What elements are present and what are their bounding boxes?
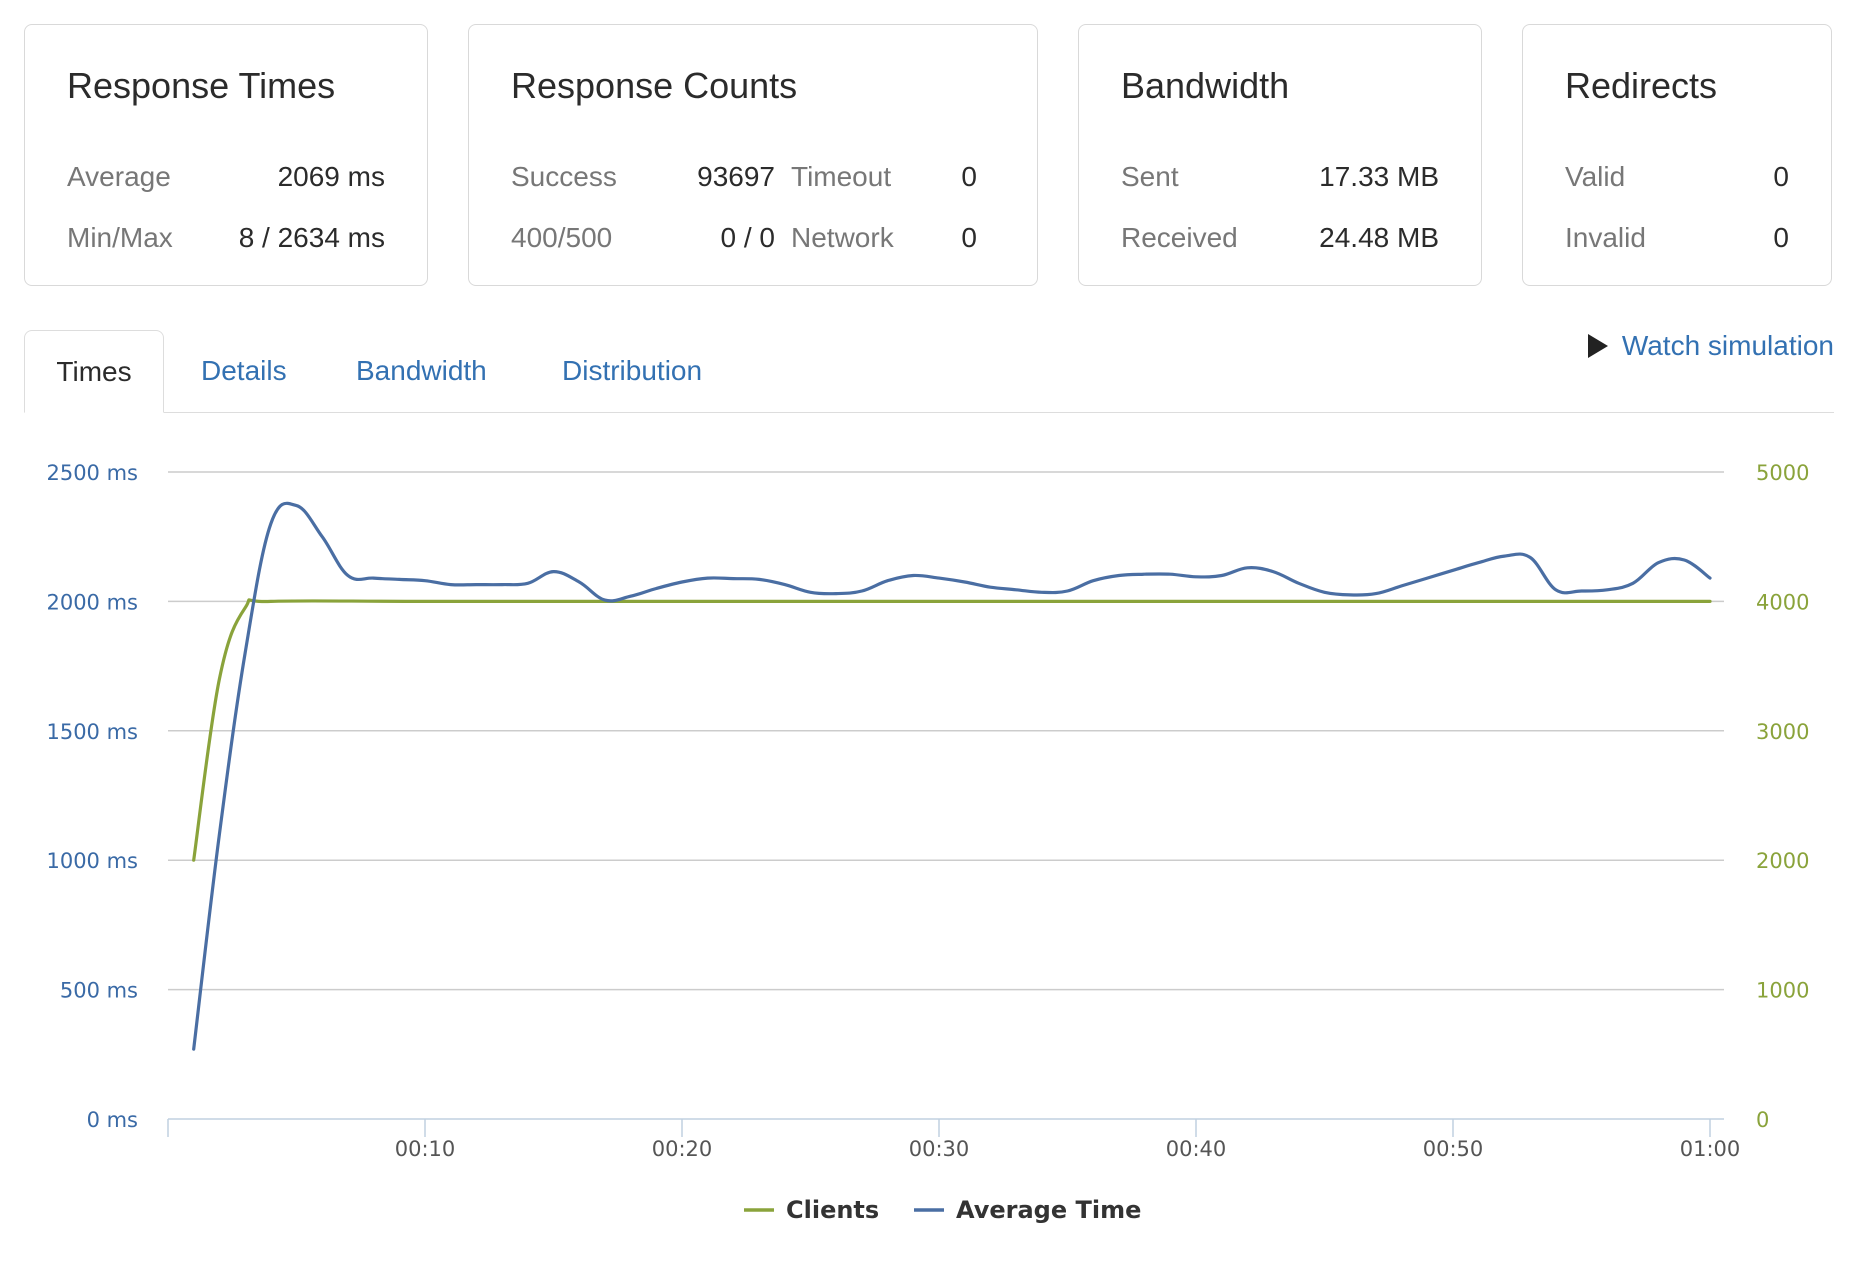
tab-details[interactable]: Details [201,355,287,386]
x-tick-label: 00:20 [652,1137,713,1161]
chart-series [192,501,1712,1051]
y-right-tick-label: 0 [1756,1108,1769,1132]
x-tick-label: 00:40 [1166,1137,1227,1161]
response-times-card: Response Times Average 2069 ms Min/Max 8… [24,24,428,286]
chart-gridlines [168,471,1724,991]
y-right-tick-label: 5000 [1756,461,1809,485]
bandwidth-card: Bandwidth Sent 17.33 MB Received 24.48 M… [1078,24,1482,286]
timeout-label: Timeout [791,161,892,192]
invalid-label: Invalid [1565,222,1646,253]
y-left-tick-label: 1500 ms [46,720,138,744]
chart-legend: Clients Average Time [744,1196,1141,1224]
x-tick-label: 00:30 [909,1137,970,1161]
y-right-tick-label: 2000 [1756,849,1809,873]
invalid-value: 0 [1773,222,1789,253]
x-tick-label: 00:50 [1423,1137,1484,1161]
minmax-label: Min/Max [67,222,173,253]
average-value: 2069 ms [277,161,385,192]
errors-label: 400/500 [511,222,613,253]
y-right-tick-label: 3000 [1756,720,1809,744]
minmax-value: 8 / 2634 ms [238,222,385,253]
tab-times[interactable]: Times [24,330,164,413]
x-tick-label: 01:00 [1680,1137,1741,1161]
valid-value: 0 [1773,161,1789,192]
y-left-tick-label: 2500 ms [46,461,138,485]
clients-series-line [192,598,1712,862]
network-label: Network [791,222,894,253]
bandwidth-title: Bandwidth [1121,65,1290,106]
y-left-tick-label: 2000 ms [46,590,138,614]
tabs-divider [24,412,1834,413]
response-counts-title: Response Counts [511,65,798,106]
timeout-value: 0 [961,161,977,192]
tab-bandwidth[interactable]: Bandwidth [356,355,487,386]
y-left-tick-label: 0 ms [87,1108,138,1132]
y-left-tick-label: 1000 ms [46,849,138,873]
success-label: Success [511,161,617,192]
y-right-tick-label: 4000 [1756,590,1809,614]
play-icon [1587,334,1608,358]
redirects-card: Redirects Valid 0 Invalid 0 [1522,24,1832,286]
legend-label-clients: Clients [786,1196,879,1224]
response-times-title: Response Times [67,65,336,106]
average-label: Average [67,161,171,192]
tab-distribution[interactable]: Distribution [562,355,703,386]
network-value: 0 [961,222,977,253]
x-tick-label: 00:10 [395,1137,456,1161]
watch-simulation-link[interactable]: Watch simulation [1587,330,1834,362]
valid-label: Valid [1565,161,1626,192]
success-value: 93697 [697,161,775,192]
sent-value: 17.33 MB [1319,161,1439,192]
errors-value: 0 / 0 [720,222,775,253]
watch-simulation-label: Watch simulation [1621,330,1834,361]
response-counts-card: Response Counts Success 93697 Timeout 0 … [468,24,1038,286]
received-label: Received [1121,222,1238,253]
y-right-tick-label: 1000 [1756,979,1809,1003]
received-value: 24.48 MB [1319,222,1439,253]
average-time-series-line [192,501,1712,1051]
redirects-title: Redirects [1565,65,1718,106]
legend-label-average-time: Average Time [956,1196,1141,1224]
sent-label: Sent [1121,161,1179,192]
y-left-tick-label: 500 ms [60,979,138,1003]
